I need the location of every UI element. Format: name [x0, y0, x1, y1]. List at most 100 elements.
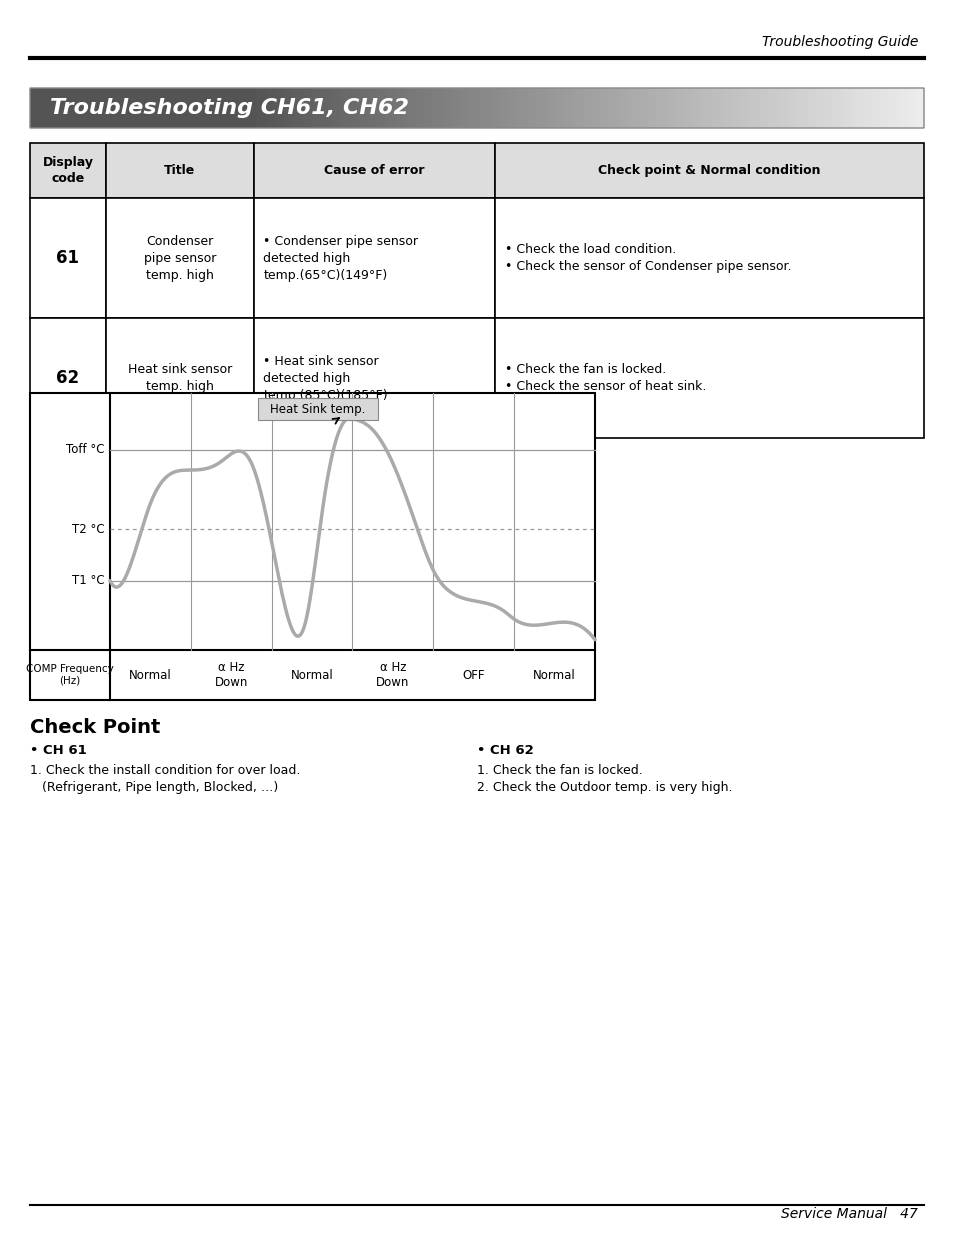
Bar	[223, 88, 228, 128]
Bar	[48, 88, 51, 128]
Bar	[193, 88, 197, 128]
Text: • CH 62: • CH 62	[476, 745, 533, 757]
Bar	[116, 88, 120, 128]
Bar	[30, 143, 106, 198]
Bar	[801, 88, 805, 128]
Bar	[283, 88, 287, 128]
Bar	[253, 143, 495, 198]
Bar	[858, 88, 862, 128]
Text: Normal: Normal	[291, 669, 334, 681]
Bar	[733, 88, 737, 128]
Bar	[233, 88, 236, 128]
Bar	[274, 88, 278, 128]
Bar	[661, 88, 665, 128]
Text: T2 °C: T2 °C	[72, 523, 105, 536]
Bar	[902, 88, 906, 128]
Bar	[405, 88, 409, 128]
Bar	[158, 88, 162, 128]
Bar	[482, 88, 486, 128]
Bar	[700, 88, 703, 128]
Bar	[444, 88, 448, 128]
Bar	[101, 88, 106, 128]
Bar	[664, 88, 668, 128]
Bar	[667, 88, 671, 128]
Bar	[659, 88, 662, 128]
Bar	[256, 88, 260, 128]
Text: Cause of error: Cause of error	[324, 164, 424, 177]
Text: α Hz
Down: α Hz Down	[214, 661, 248, 689]
Bar	[896, 88, 901, 128]
Bar	[53, 88, 58, 128]
Bar	[227, 88, 231, 128]
Bar	[619, 88, 623, 128]
Bar	[238, 88, 242, 128]
Bar	[920, 88, 924, 128]
Bar	[176, 88, 180, 128]
Text: • Condenser pipe sensor
detected high
temp.(65°C)(149°F): • Condenser pipe sensor detected high te…	[263, 235, 418, 281]
Bar	[106, 143, 253, 198]
Bar	[685, 88, 689, 128]
Bar	[580, 88, 585, 128]
Text: Check Point: Check Point	[30, 718, 160, 737]
Bar	[106, 198, 253, 318]
Bar	[795, 88, 799, 128]
Bar	[381, 88, 385, 128]
Text: Heat sink sensor
temp. high: Heat sink sensor temp. high	[128, 363, 232, 393]
Text: Troubleshooting Guide: Troubleshooting Guide	[760, 35, 917, 48]
Bar	[334, 88, 337, 128]
Bar	[292, 88, 296, 128]
Bar	[781, 88, 784, 128]
Bar	[726, 88, 731, 128]
Text: Normal: Normal	[129, 669, 172, 681]
Bar	[140, 88, 144, 128]
Bar	[30, 88, 34, 128]
Bar	[765, 88, 769, 128]
Bar	[848, 88, 853, 128]
Text: • Heat sink sensor
detected high
temp.(85°C)(185°F): • Heat sink sensor detected high temp.(8…	[263, 354, 388, 401]
Bar	[315, 88, 319, 128]
Bar	[688, 88, 692, 128]
Bar	[590, 88, 594, 128]
Bar	[450, 88, 454, 128]
Bar	[74, 88, 78, 128]
Bar	[715, 88, 719, 128]
Bar	[441, 88, 445, 128]
Bar	[852, 88, 856, 128]
Bar	[95, 88, 99, 128]
Bar	[304, 88, 308, 128]
Bar	[45, 88, 49, 128]
Bar	[512, 88, 517, 128]
Bar	[744, 88, 748, 128]
Text: (Refrigerant, Pipe length, Blocked, …): (Refrigerant, Pipe length, Blocked, …)	[30, 781, 278, 794]
Bar	[39, 88, 43, 128]
Text: 62: 62	[56, 369, 79, 387]
Bar	[363, 88, 367, 128]
Bar	[390, 88, 395, 128]
Text: Toff °C: Toff °C	[67, 443, 105, 456]
Bar	[757, 88, 760, 128]
Bar	[69, 88, 72, 128]
Bar	[872, 88, 877, 128]
Bar	[30, 318, 106, 438]
Bar	[882, 88, 885, 128]
Bar	[876, 88, 880, 128]
Bar	[77, 88, 82, 128]
Bar	[111, 88, 114, 128]
Bar	[417, 88, 421, 128]
Bar	[652, 88, 656, 128]
Bar	[286, 88, 290, 128]
Bar	[435, 88, 438, 128]
Bar	[453, 88, 456, 128]
Bar	[821, 88, 826, 128]
Bar	[861, 88, 864, 128]
Bar	[676, 88, 679, 128]
Bar	[384, 88, 388, 128]
Bar	[251, 88, 254, 128]
Bar	[310, 88, 314, 128]
Bar	[465, 88, 469, 128]
Bar	[375, 88, 379, 128]
Bar	[578, 88, 581, 128]
Bar	[134, 88, 138, 128]
Bar	[66, 88, 70, 128]
Bar	[268, 88, 273, 128]
